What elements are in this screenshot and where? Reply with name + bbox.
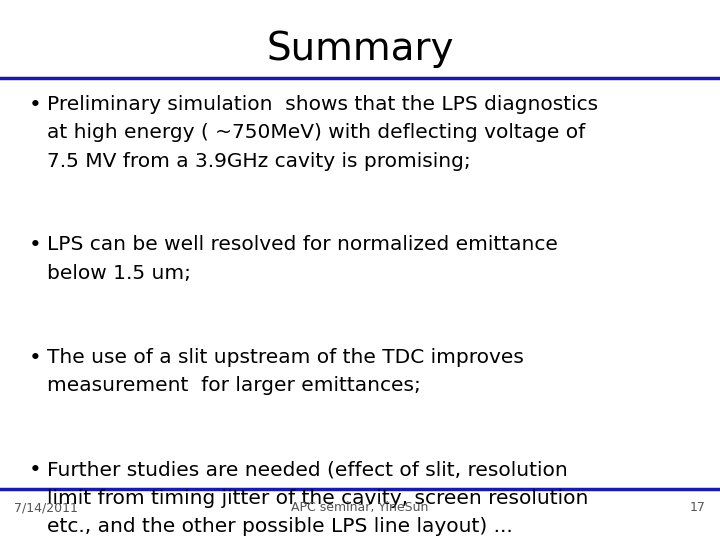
Text: 7/14/2011: 7/14/2011 — [14, 501, 78, 514]
Text: LPS can be well resolved for normalized emittance: LPS can be well resolved for normalized … — [47, 235, 558, 254]
Text: The use of a slit upstream of the TDC improves: The use of a slit upstream of the TDC im… — [47, 348, 523, 367]
Text: Further studies are needed (effect of slit, resolution: Further studies are needed (effect of sl… — [47, 460, 567, 479]
Text: 7.5 MV from a 3.9GHz cavity is promising;: 7.5 MV from a 3.9GHz cavity is promising… — [47, 152, 471, 171]
Text: Summary: Summary — [266, 30, 454, 68]
Text: APC seminar, YineSun: APC seminar, YineSun — [292, 501, 428, 514]
Text: •: • — [29, 94, 42, 114]
Text: •: • — [29, 460, 42, 480]
Text: 17: 17 — [690, 501, 706, 514]
Text: below 1.5 um;: below 1.5 um; — [47, 264, 191, 283]
Text: limit from timing jitter of the cavity, screen resolution: limit from timing jitter of the cavity, … — [47, 489, 588, 508]
Text: •: • — [29, 348, 42, 368]
Text: measurement  for larger emittances;: measurement for larger emittances; — [47, 376, 420, 395]
Text: etc., and the other possible LPS line layout) ...: etc., and the other possible LPS line la… — [47, 517, 513, 536]
Text: •: • — [29, 235, 42, 255]
Text: Preliminary simulation  shows that the LPS diagnostics: Preliminary simulation shows that the LP… — [47, 94, 598, 113]
Text: at high energy ( ~750MeV) with deflecting voltage of: at high energy ( ~750MeV) with deflectin… — [47, 123, 585, 142]
